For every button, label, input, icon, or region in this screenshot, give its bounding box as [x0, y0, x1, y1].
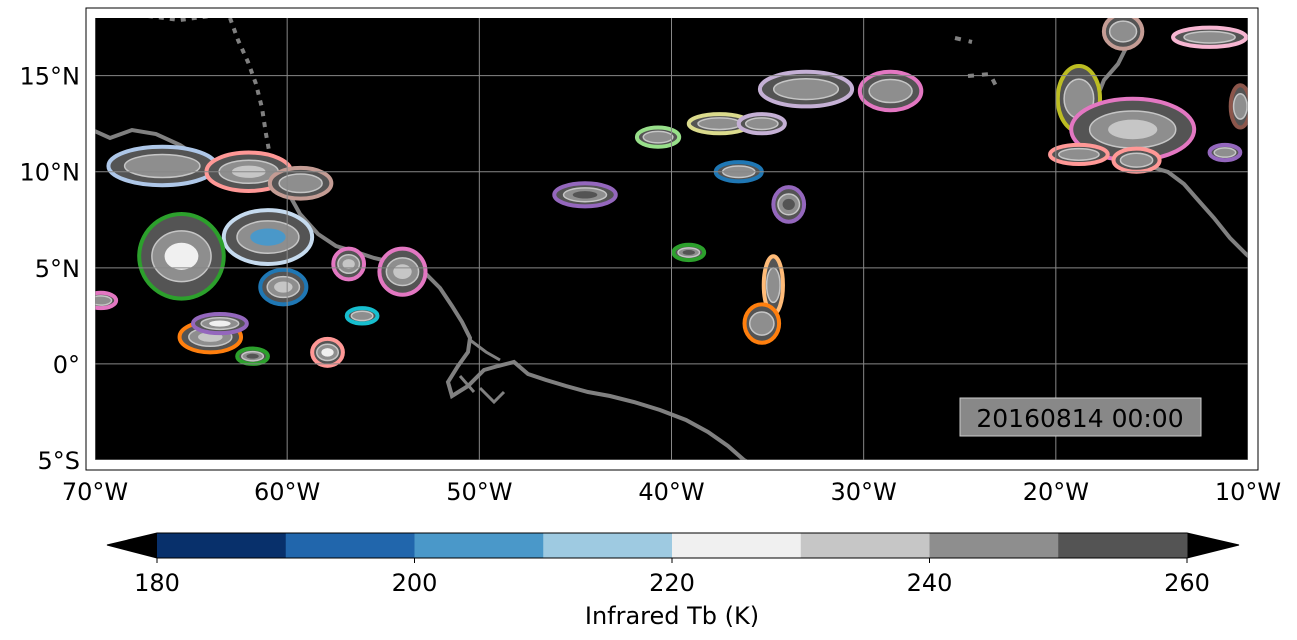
- cloud-system: [106, 144, 219, 188]
- y-tick-label: 0°: [53, 351, 80, 379]
- colorbar-tick-label: 240: [907, 569, 953, 597]
- cloud-system: [686, 112, 753, 136]
- y-axis-ticks: 15°N 10°N 5°N 0° 5°S: [20, 63, 81, 475]
- cloud-system: [1101, 18, 1145, 51]
- colorbar-tick-label: 180: [134, 569, 180, 597]
- cloud-core: [1236, 99, 1245, 114]
- cloud-system: [857, 69, 924, 113]
- x-tick-label: 20°W: [1023, 478, 1089, 506]
- colorbar: 180 200 220 240 260 Infrared Tb (K): [106, 532, 1240, 630]
- cloud-core: [754, 317, 769, 330]
- timestamp-label: 20160814 00:00: [976, 404, 1183, 433]
- colorbar-ticks: 180 200 220 240 260: [134, 558, 1210, 597]
- colorbar-extend-high: [1187, 533, 1239, 558]
- cloud-system: [1228, 83, 1248, 130]
- cloud-system: [771, 185, 807, 224]
- coastline-cape-verde: [954, 36, 1000, 91]
- cloud-core: [274, 281, 293, 293]
- cloud-core: [246, 353, 259, 359]
- x-tick-label: 70°W: [62, 478, 128, 506]
- cloud-core: [1115, 25, 1131, 37]
- cloud-system: [1048, 142, 1110, 167]
- cloud-system: [235, 346, 270, 366]
- cloud-core: [769, 275, 778, 295]
- colorbar-tick-label: 220: [649, 569, 695, 597]
- cloud-core: [140, 159, 184, 173]
- cloud-core: [321, 348, 334, 357]
- cloud-core: [250, 228, 286, 246]
- cloud-core: [878, 84, 903, 98]
- colorbar-bands: [157, 533, 1188, 558]
- cloud-system: [191, 311, 249, 336]
- coastline-amazon-delta: [458, 338, 506, 405]
- colorbar-band: [672, 533, 802, 558]
- cloud-core: [752, 120, 772, 127]
- cloud-system: [331, 246, 367, 282]
- cloud-system: [1111, 146, 1162, 174]
- cloud-system: [742, 302, 782, 345]
- cloud-system: [310, 336, 345, 368]
- cloud-system: [344, 306, 380, 326]
- cloud-system: [634, 125, 682, 149]
- cloud-core: [393, 264, 412, 280]
- cloud-system: [1171, 25, 1248, 49]
- colorbar-band: [414, 533, 544, 558]
- x-tick-label: 30°W: [831, 478, 897, 506]
- colorbar-band: [800, 533, 930, 558]
- cloud-core: [1067, 151, 1091, 158]
- colorbar-band: [157, 533, 287, 558]
- cloud-core: [649, 134, 667, 141]
- cloud-core: [707, 120, 732, 127]
- cloud-core: [288, 178, 313, 189]
- cloud-system: [671, 242, 707, 263]
- cloud-core: [95, 298, 107, 303]
- cloud-core: [342, 259, 355, 269]
- cloud-system: [267, 165, 334, 201]
- y-tick-label: 5°N: [35, 255, 80, 283]
- cloud-core: [782, 198, 795, 210]
- colorbar-band: [1058, 533, 1188, 558]
- cloud-core: [1127, 156, 1146, 164]
- cloud-core: [1194, 34, 1225, 41]
- cloud-core: [787, 83, 825, 95]
- cloud-core: [1218, 150, 1232, 155]
- timestamp-box: [959, 397, 1202, 437]
- cloud-core: [209, 320, 231, 327]
- x-tick-label: 60°W: [254, 478, 320, 506]
- cloud-systems-layer: [95, 18, 1248, 368]
- cloud-system: [221, 208, 315, 266]
- cloud-core: [355, 313, 369, 319]
- colorbar-band: [929, 533, 1059, 558]
- x-tick-label: 50°W: [446, 478, 512, 506]
- cloud-system: [137, 212, 226, 301]
- y-tick-label: 15°N: [20, 63, 81, 91]
- colorbar-band: [543, 533, 673, 558]
- cloud-system: [1207, 142, 1243, 163]
- gridlines: [95, 18, 1248, 460]
- y-tick-label: 5°S: [37, 447, 80, 475]
- cloud-system: [95, 290, 119, 311]
- cloud-core: [1108, 119, 1158, 140]
- cloud-core: [572, 191, 598, 199]
- colorbar-band: [285, 533, 415, 558]
- cloud-system: [258, 267, 309, 307]
- cloud-system: [552, 181, 618, 209]
- coastline-caribbean-islands: [147, 18, 272, 157]
- colorbar-label: Infrared Tb (K): [585, 602, 759, 630]
- cloud-system: [736, 112, 787, 136]
- colorbar-tick-label: 260: [1164, 569, 1210, 597]
- cloud-system: [757, 69, 855, 109]
- cloud-core: [164, 242, 199, 270]
- x-axis-ticks: 70°W 60°W 50°W 40°W 30°W 20°W 10°W: [62, 478, 1281, 506]
- cloud-core: [682, 249, 695, 255]
- x-tick-label: 40°W: [638, 478, 704, 506]
- x-tick-label: 10°W: [1215, 478, 1281, 506]
- colorbar-tick-label: 200: [392, 569, 438, 597]
- colorbar-extend-low: [107, 533, 157, 558]
- y-tick-label: 10°N: [20, 159, 81, 187]
- cloud-system: [377, 246, 428, 297]
- cloud-core: [1070, 88, 1088, 110]
